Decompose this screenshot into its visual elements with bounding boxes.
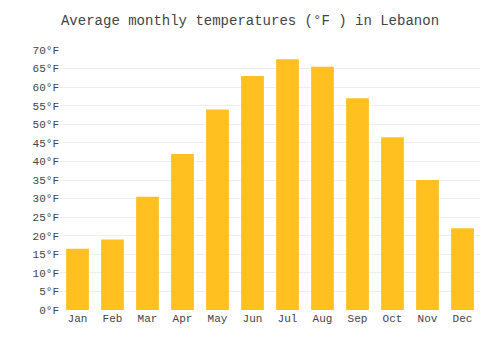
svg-text:5°F: 5°F xyxy=(39,286,59,298)
svg-text:55°F: 55°F xyxy=(33,101,59,113)
svg-text:40°F: 40°F xyxy=(33,156,59,168)
svg-text:Nov: Nov xyxy=(418,313,438,325)
svg-text:May: May xyxy=(208,313,228,325)
svg-text:20°F: 20°F xyxy=(33,231,59,243)
svg-text:Sep: Sep xyxy=(348,313,368,325)
svg-text:70°F: 70°F xyxy=(33,45,59,57)
svg-text:Mar: Mar xyxy=(138,313,158,325)
svg-text:Jul: Jul xyxy=(278,313,298,325)
svg-text:Average monthly temperatures (: Average monthly temperatures (°F ) in Le… xyxy=(61,13,439,29)
svg-text:Apr: Apr xyxy=(173,313,193,325)
svg-text:10°F: 10°F xyxy=(33,268,59,280)
svg-text:45°F: 45°F xyxy=(33,138,59,150)
svg-text:Dec: Dec xyxy=(453,313,473,325)
svg-text:35°F: 35°F xyxy=(33,175,59,187)
svg-text:15°F: 15°F xyxy=(33,249,59,261)
svg-text:Oct: Oct xyxy=(383,313,403,325)
svg-text:50°F: 50°F xyxy=(33,119,59,131)
svg-text:60°F: 60°F xyxy=(33,82,59,94)
svg-text:0°F: 0°F xyxy=(39,305,59,317)
svg-text:Feb: Feb xyxy=(103,313,123,325)
svg-text:30°F: 30°F xyxy=(33,193,59,205)
svg-text:Jan: Jan xyxy=(68,313,88,325)
svg-text:65°F: 65°F xyxy=(33,63,59,75)
svg-text:Jun: Jun xyxy=(243,313,263,325)
svg-text:25°F: 25°F xyxy=(33,212,59,224)
svg-text:Aug: Aug xyxy=(313,313,333,325)
